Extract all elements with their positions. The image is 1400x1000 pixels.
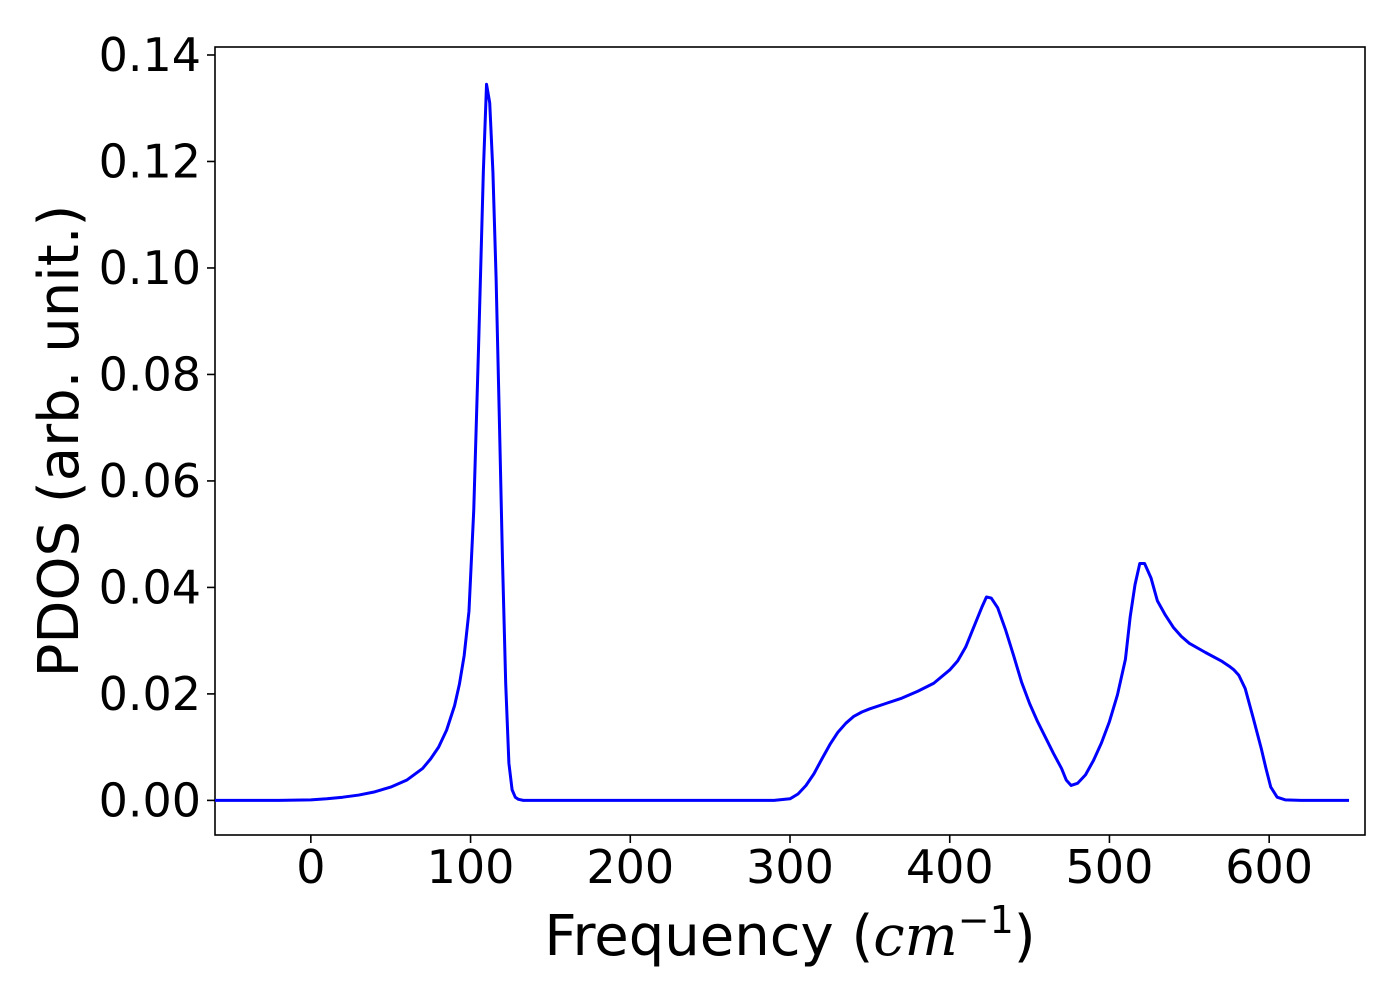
x-axis-title-text: Frequency (: [544, 904, 873, 969]
y-tick-label: 0.10: [99, 241, 201, 295]
plot-frame: [214, 46, 1366, 836]
x-tick-label: 500: [1066, 840, 1154, 894]
y-tick-label: 0.14: [99, 28, 201, 82]
x-axis-title-unit: cm: [873, 904, 957, 969]
pdos-series-line: [215, 82, 1350, 802]
y-axis-title: PDOS (arb. unit.): [27, 205, 92, 678]
y-tick-label: 0.02: [99, 667, 201, 721]
x-tick-label: 100: [427, 840, 515, 894]
y-tick-label: 0.00: [99, 773, 201, 827]
y-tick-label: 0.12: [99, 134, 201, 188]
y-tick-label: 0.08: [99, 347, 201, 401]
y-tick-label: 0.04: [99, 560, 201, 614]
x-axis-title-exponent: −1: [958, 898, 1014, 942]
x-tick-label: 200: [586, 840, 674, 894]
x-axis-title-close: ): [1014, 904, 1036, 969]
y-tick-label: 0.06: [99, 454, 201, 508]
x-axis-title: Frequency (cm−1): [544, 898, 1035, 969]
x-tick-label: 0: [296, 840, 325, 894]
x-tick-label: 300: [746, 840, 834, 894]
x-tick-label: 600: [1225, 840, 1313, 894]
x-tick-label: 400: [906, 840, 994, 894]
